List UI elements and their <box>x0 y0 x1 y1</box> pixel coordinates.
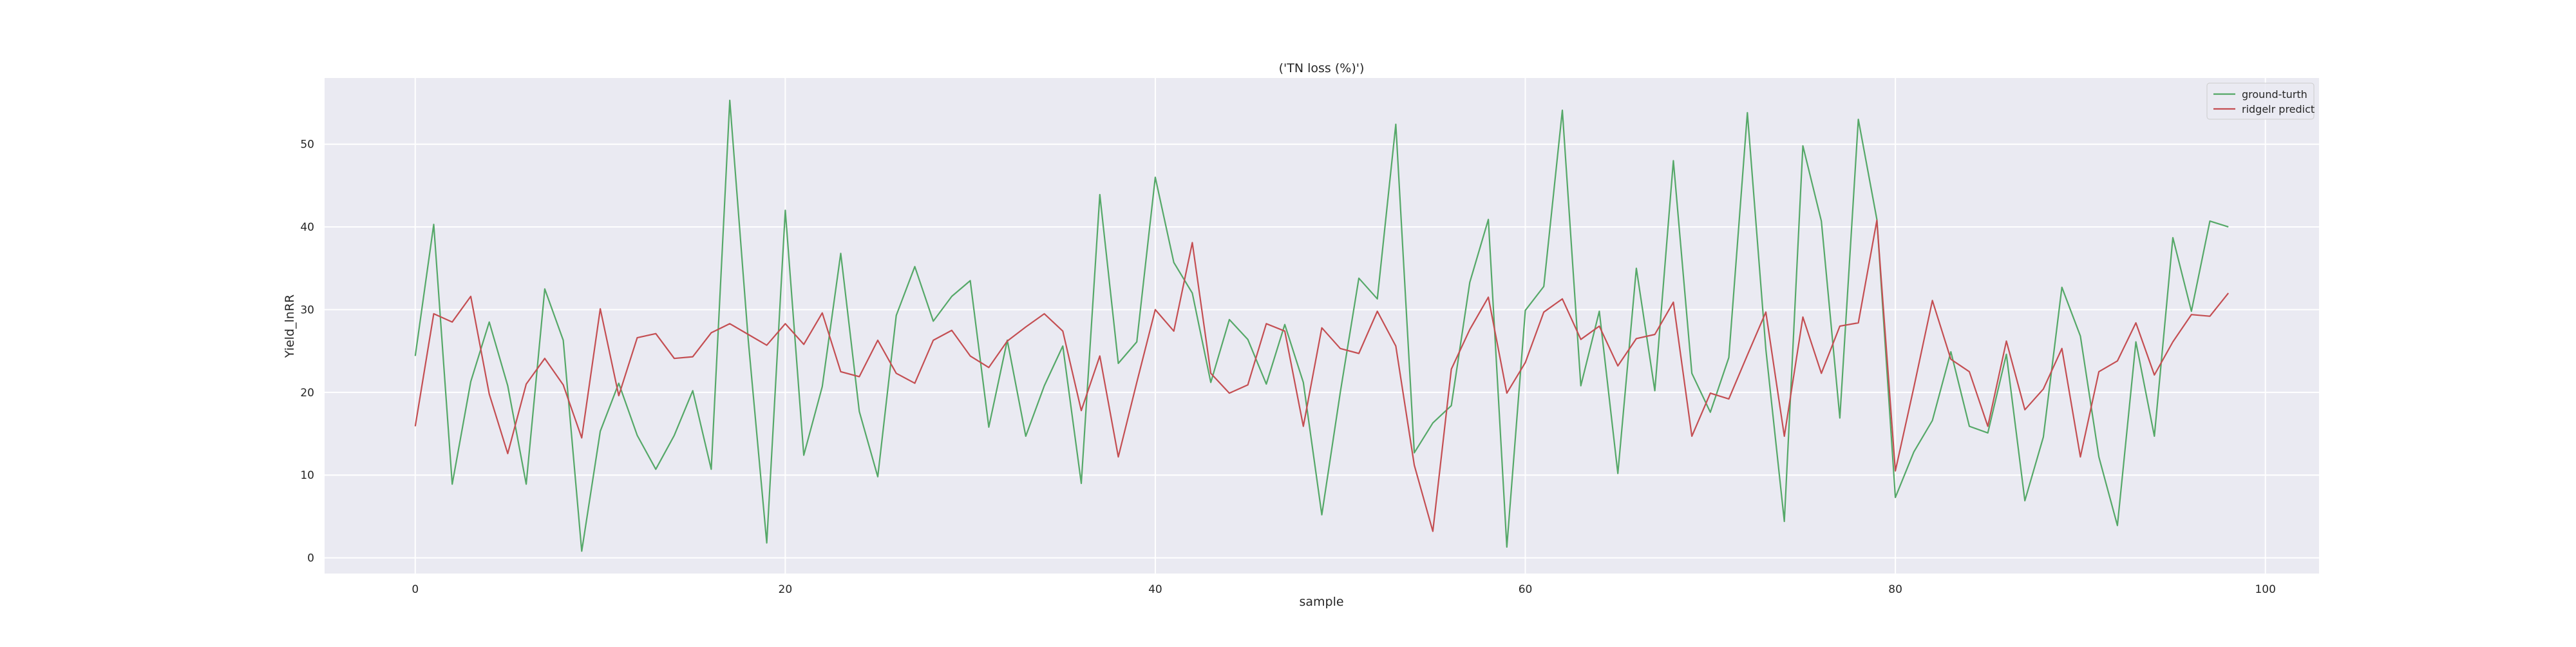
y-tick-label: 0 <box>307 552 314 565</box>
legend-box <box>2206 82 2315 120</box>
legend: ground-turth ridgelr predict <box>2206 82 2315 120</box>
x-axis-label: sample <box>1299 595 1343 609</box>
chart-title: ('TN loss (%)') <box>1279 61 1365 75</box>
legend-label-ridgelr-predict: ridgelr predict <box>2242 103 2315 115</box>
y-tick-label: 10 <box>300 469 314 482</box>
x-tick-label: 100 <box>2255 583 2275 596</box>
y-tick-label: 20 <box>300 387 314 400</box>
series-line-ground-turth <box>414 99 2229 552</box>
x-tick-label: 60 <box>1519 583 1533 596</box>
y-tick-label: 30 <box>300 304 314 316</box>
legend-label-ground-turth: ground-turth <box>2242 88 2307 101</box>
y-axis-label: Yield_lnRR <box>283 295 297 358</box>
x-tick-label: 0 <box>412 583 419 596</box>
plot-area <box>325 78 2319 574</box>
x-tick-label: 80 <box>1888 583 1902 596</box>
y-axis-ticks: 0 10 20 30 40 50 <box>300 139 314 565</box>
grid-lines <box>325 78 2319 574</box>
x-tick-label: 20 <box>779 583 793 596</box>
x-tick-label: 40 <box>1148 583 1162 596</box>
y-tick-label: 40 <box>300 221 314 234</box>
series-line-ridgelr-predict <box>414 219 2230 532</box>
y-tick-label: 50 <box>300 139 314 151</box>
series-lines <box>414 99 2230 552</box>
x-axis-ticks: 0 20 40 60 80 100 <box>412 583 2276 596</box>
